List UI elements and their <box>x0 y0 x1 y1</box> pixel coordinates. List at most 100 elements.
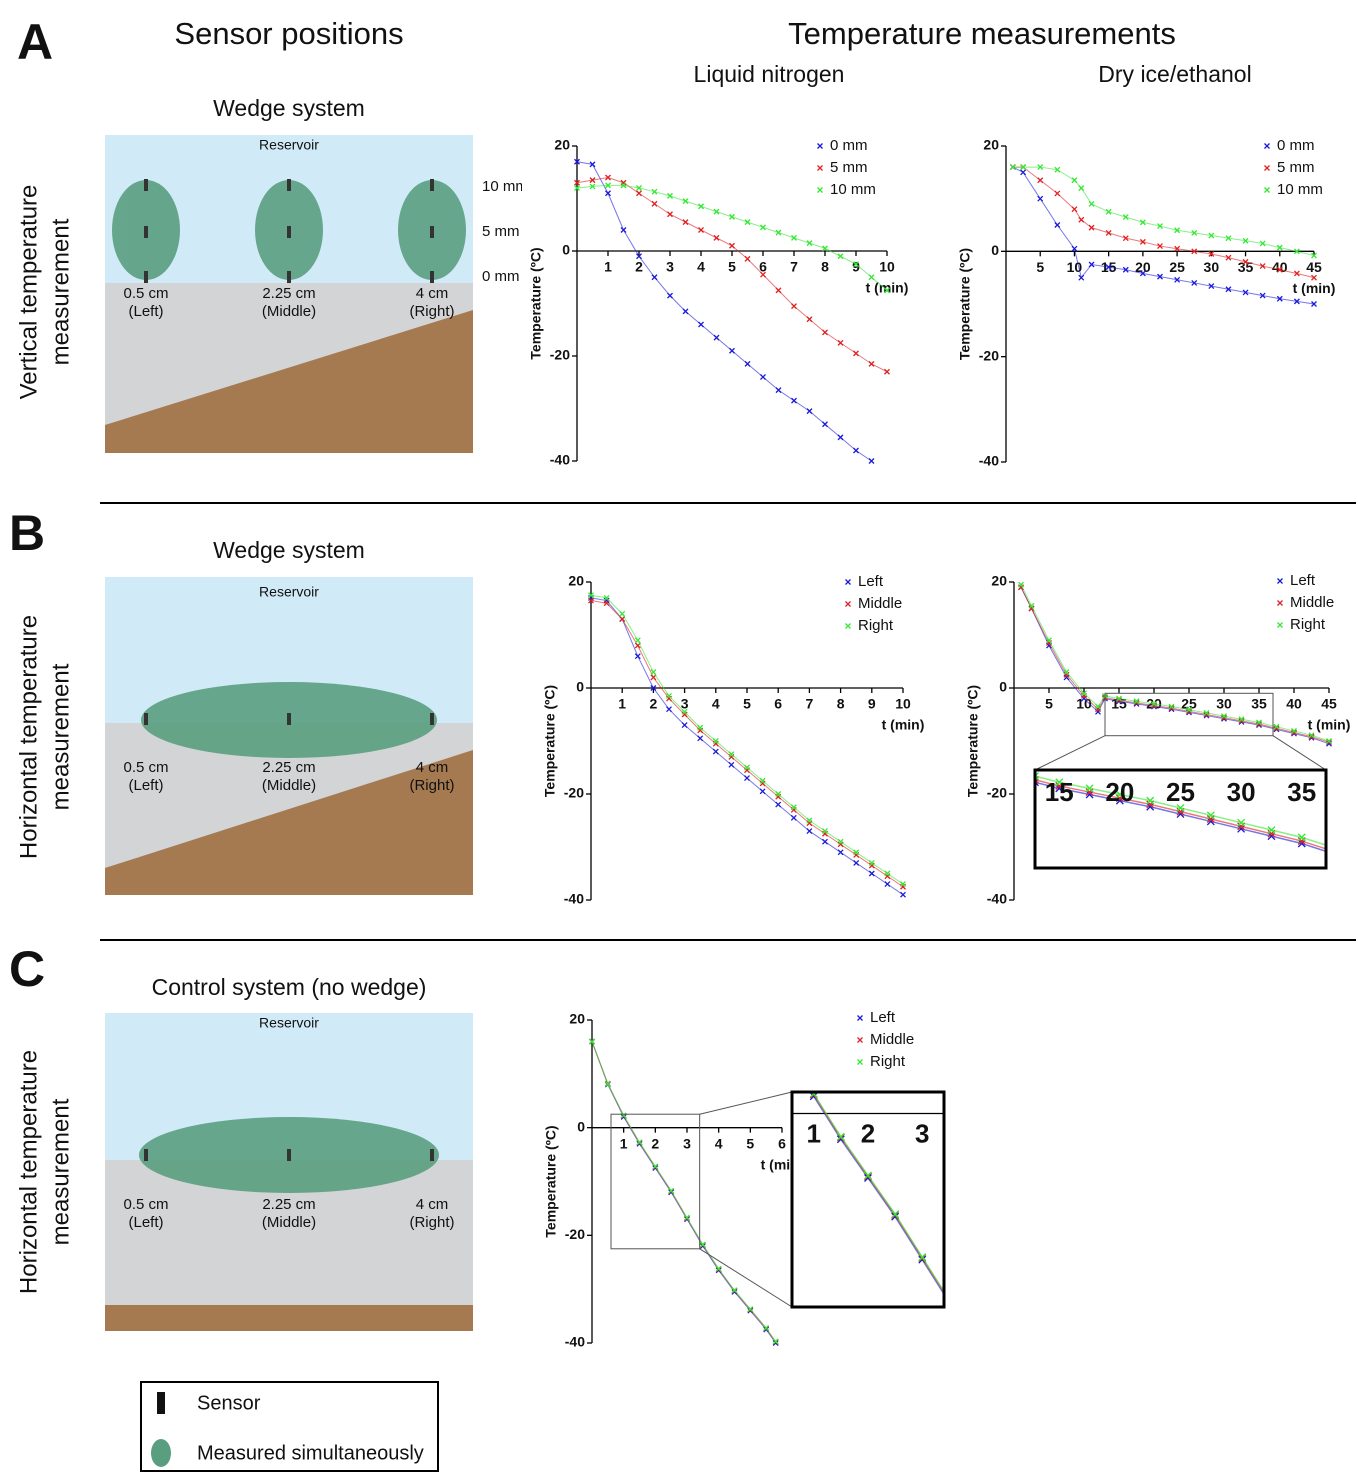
series-line <box>576 161 872 462</box>
data-point <box>1019 809 1026 816</box>
data-point <box>886 522 893 529</box>
data-point <box>712 748 719 755</box>
data-point <box>684 1214 690 1221</box>
data-point <box>1157 273 1163 280</box>
data-point <box>668 1187 675 1194</box>
data-point <box>760 374 766 380</box>
x-tick-label: 3 <box>683 1135 691 1151</box>
legend-marker <box>845 579 851 585</box>
legend-label: Middle <box>1290 594 1334 611</box>
data-point <box>1054 166 1061 173</box>
position-label: 0.5 cm <box>123 1196 168 1213</box>
data-point <box>1256 719 1262 726</box>
data-point <box>1191 229 1198 236</box>
data-point <box>698 227 704 233</box>
inset-frame <box>1033 768 1328 870</box>
data-point <box>1176 807 1185 816</box>
data-point <box>1018 581 1024 588</box>
data-point <box>729 242 735 249</box>
position-label: 2.25 cm <box>262 285 315 302</box>
data-point <box>636 253 642 260</box>
data-point <box>1293 270 1300 277</box>
inset: 1 2 3 <box>792 1092 944 1296</box>
inset-bg <box>792 1092 944 1307</box>
series-line <box>591 1041 777 1343</box>
y-tick-label: -40 <box>987 891 1007 907</box>
data-point <box>759 788 766 795</box>
data-point <box>667 192 673 199</box>
position-label: 4 cm <box>416 285 449 302</box>
data-point <box>682 198 689 205</box>
data-point <box>634 653 641 660</box>
legend-marker <box>845 623 851 629</box>
data-point <box>1037 195 1044 202</box>
position-label: (Right) <box>409 777 454 794</box>
data-point <box>650 674 657 681</box>
data-point <box>1019 797 1026 804</box>
data-point <box>729 213 735 220</box>
system-title: Wedge system <box>213 95 365 121</box>
sensor <box>430 271 434 283</box>
data-point <box>868 859 875 866</box>
key-area-icon <box>151 1439 171 1467</box>
series-line <box>590 600 904 888</box>
data-point <box>1054 222 1061 228</box>
data-point <box>763 1324 770 1331</box>
legend-label: Middle <box>870 1031 914 1048</box>
data-point <box>853 350 859 357</box>
data-point <box>868 458 875 464</box>
legend-label: 10 mm <box>1277 181 1323 198</box>
data-point <box>1237 822 1246 831</box>
zoom-region <box>1104 692 1274 737</box>
x-tick-label: 45 <box>1306 259 1322 275</box>
sensor <box>430 179 434 191</box>
data-point <box>995 773 1002 780</box>
data-point <box>837 434 844 441</box>
position-label: (Left) <box>128 303 163 320</box>
data-point <box>1115 790 1124 799</box>
data-point <box>589 161 596 168</box>
data-point <box>620 1112 627 1119</box>
sensor <box>287 226 291 238</box>
data-point <box>1139 219 1146 226</box>
series-line <box>1020 587 1330 745</box>
data-point <box>698 203 704 210</box>
x-tick-label: 4 <box>712 696 720 712</box>
data-point <box>588 597 594 604</box>
legend-label: Middle <box>858 595 902 612</box>
data-point <box>900 891 906 898</box>
legend-marker <box>817 165 823 171</box>
panel-letter: A <box>17 14 53 70</box>
legend-marker <box>1264 187 1270 193</box>
data-point <box>1174 276 1181 283</box>
data-point <box>886 522 893 529</box>
chart: -40 -20 0 20 5 10 15 20 25 30 35 40 45 t (min) Tempera… <box>886 522 1351 907</box>
data-point <box>822 828 828 835</box>
x-tick-label: 25 <box>1181 696 1197 712</box>
legend-marker <box>845 601 851 607</box>
data-point <box>744 360 751 367</box>
y-tick-label: 20 <box>568 573 584 589</box>
key-box <box>140 1381 439 1472</box>
reservoir-label: Reservoir <box>259 584 319 600</box>
y-tick-label: -20 <box>979 347 999 363</box>
data-point <box>1085 788 1094 797</box>
legend-label: 5 mm <box>1277 159 1315 176</box>
data-point <box>837 849 844 856</box>
position-label: 0.5 cm <box>123 759 168 776</box>
x-tick-label: 40 <box>1286 696 1302 712</box>
y-tick-label: -40 <box>979 453 999 469</box>
x-tick-label: 45 <box>1321 696 1337 712</box>
data-point <box>1009 164 1016 171</box>
zoom-connector <box>1034 735 1106 771</box>
data-point <box>574 158 580 165</box>
data-point <box>1276 266 1283 273</box>
chart: -40 -20 0 20 1 2 3 4 5 6 7 8 9 10 t (min) Temperature (… <box>542 573 925 907</box>
x-tick-label: 6 <box>778 1135 786 1151</box>
reservoir-label: Reservoir <box>259 1015 319 1031</box>
data-point <box>772 1338 779 1345</box>
data-point <box>1242 289 1249 296</box>
data-point <box>904 564 911 571</box>
y-tick-label: -20 <box>987 785 1007 801</box>
